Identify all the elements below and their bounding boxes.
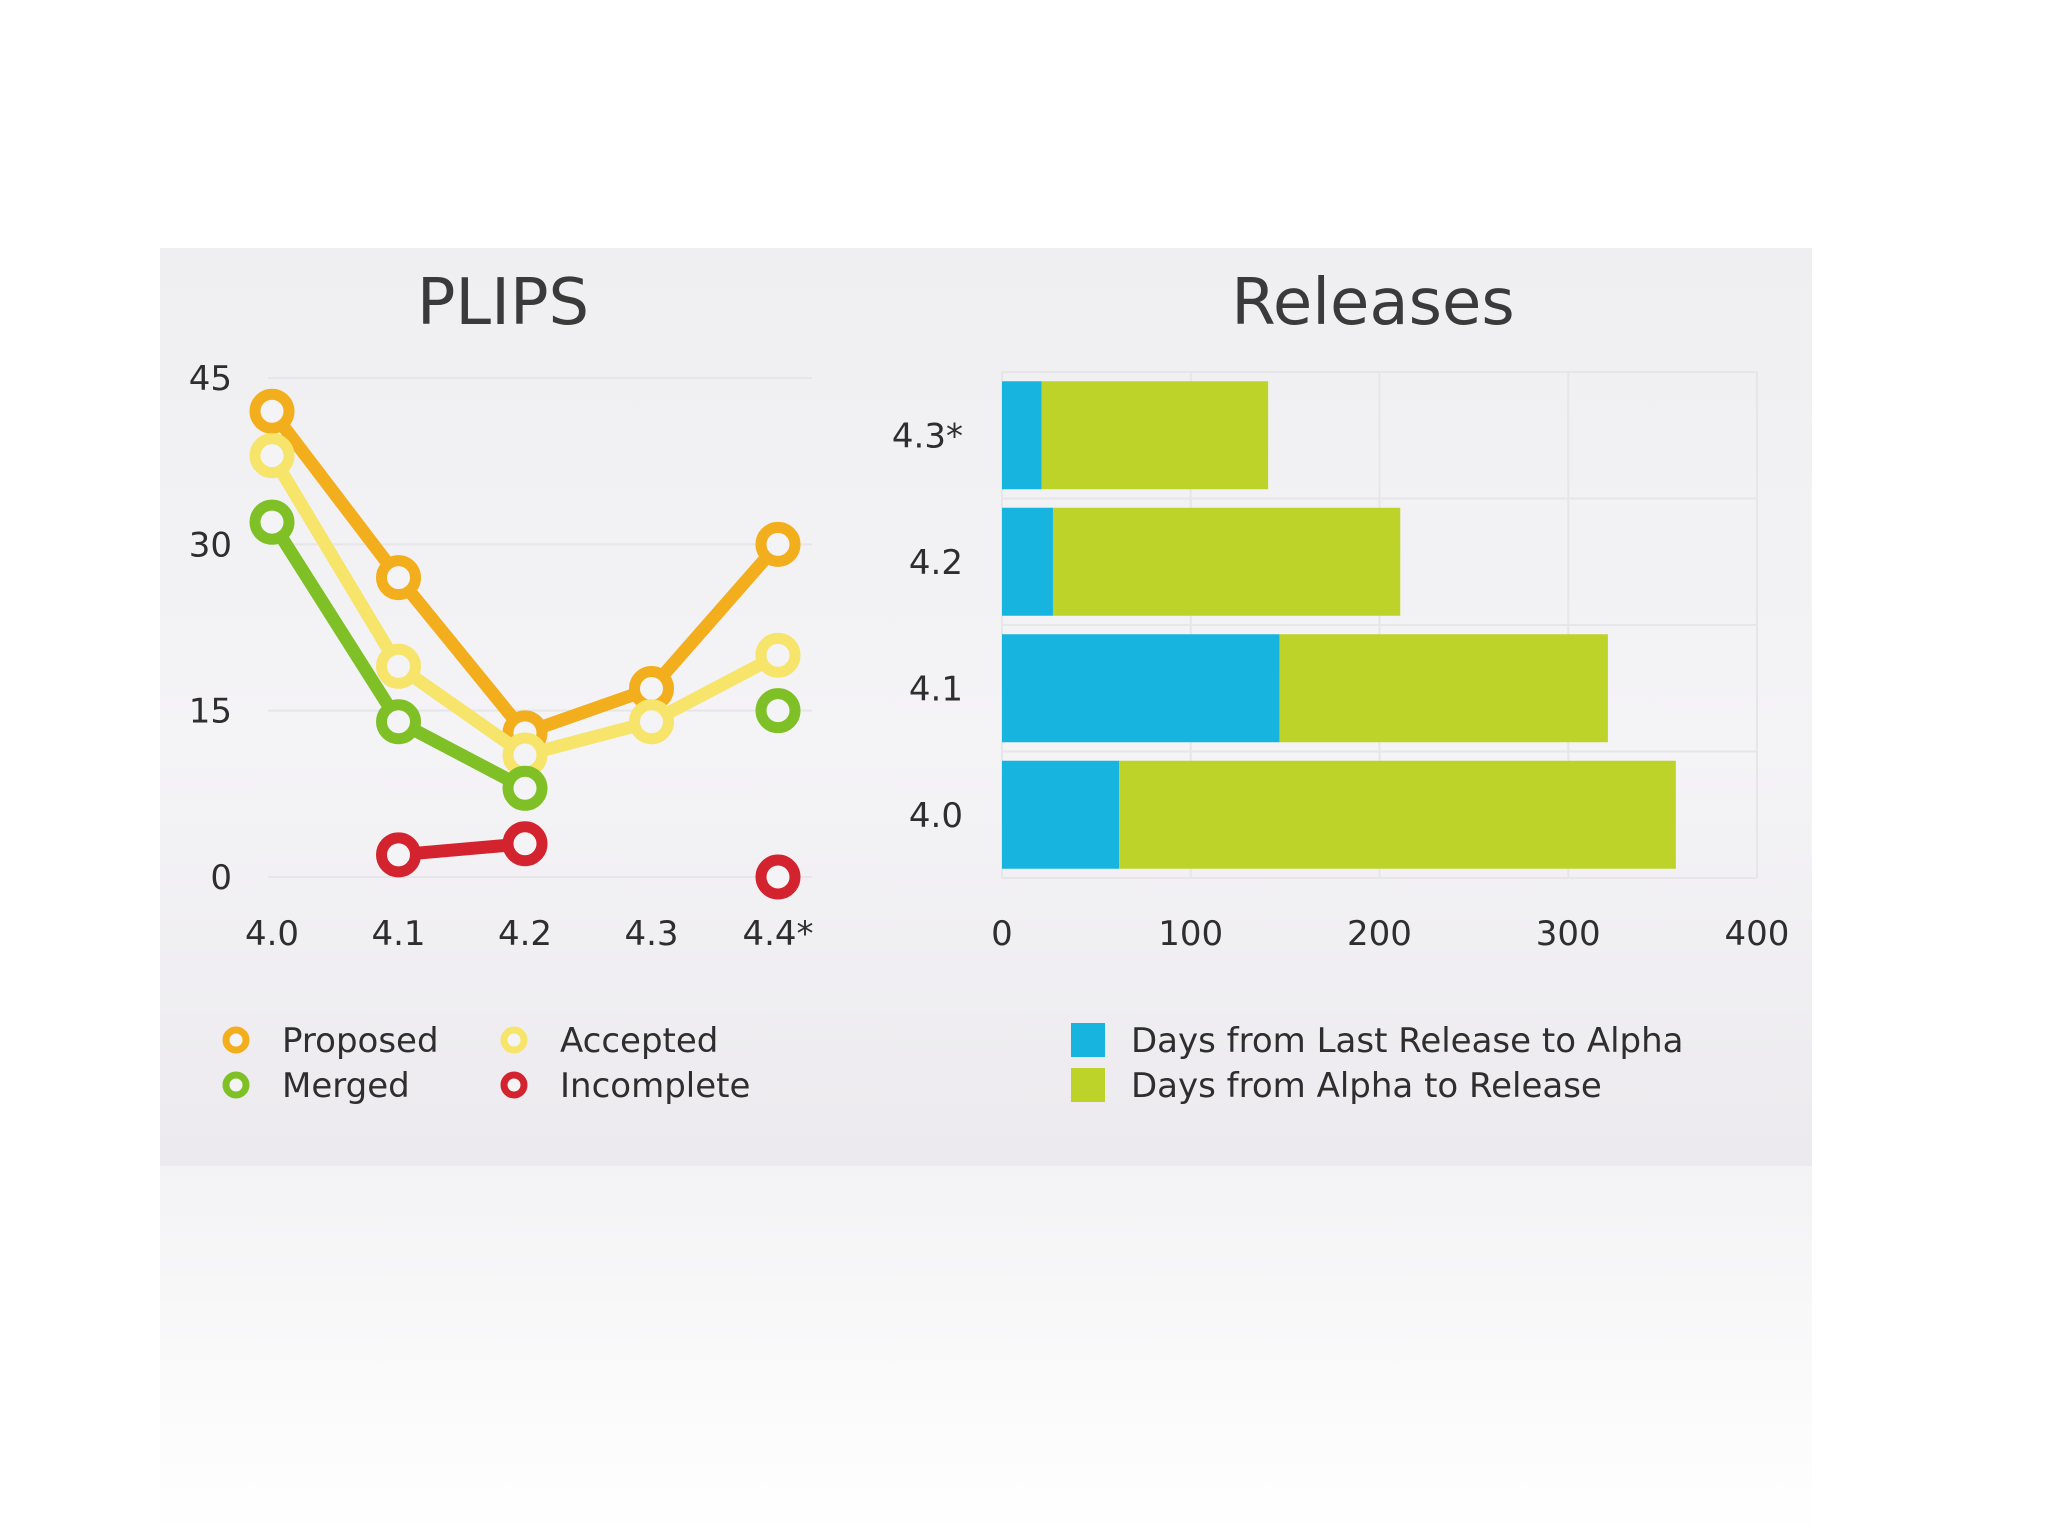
series-merged	[249, 499, 801, 811]
releases-legend: Days from Last Release to Alpha Days from…	[1071, 1021, 1683, 1106]
plips-y-tick-0: 0	[210, 858, 232, 898]
bar-4-2-days-from-last-release-to-alpha	[1002, 507, 1053, 616]
point-merged-4-4	[755, 688, 801, 734]
point-proposed-4-0	[249, 388, 295, 434]
legend-label-incomplete: Incomplete	[560, 1066, 750, 1106]
bar-4-0-days-from-alpha-to-release	[1119, 760, 1676, 869]
releases-title: Releases	[1231, 266, 1514, 340]
releases-x-tick-200: 200	[1347, 914, 1412, 954]
plips-x-tick-4-1: 4.1	[371, 914, 425, 954]
plips-gridlines	[268, 377, 812, 878]
legend-swatch-days-from-last-release-to-alpha	[1071, 1023, 1105, 1057]
plips-x-tick-4-2: 4.2	[498, 914, 552, 954]
bar-4-0-days-from-last-release-to-alpha	[1002, 760, 1120, 869]
point-proposed-4-1	[376, 555, 421, 601]
point-merged-4-0	[249, 499, 295, 545]
releases-y-tick-4-1: 4.1	[909, 669, 963, 709]
releases-bars	[1002, 381, 1676, 869]
series-accepted	[249, 433, 801, 778]
legend-label-merged: Merged	[282, 1066, 410, 1106]
point-merged-4-1	[376, 699, 421, 745]
releases-y-tick-4-3: 4.3*	[892, 416, 963, 456]
legend-label-accepted: Accepted	[560, 1021, 718, 1061]
point-incomplete-4-2	[502, 821, 548, 867]
plips-y-ticks: 0 15 30 45	[189, 359, 232, 898]
plips-x-tick-4-0: 4.0	[245, 914, 299, 954]
plips-x-tick-4-3: 4.3	[624, 914, 678, 954]
releases-y-tick-4-2: 4.2	[909, 543, 963, 583]
legend-marker-proposed	[222, 1026, 250, 1054]
point-incomplete-4-4	[755, 854, 801, 900]
plips-y-tick-45: 45	[189, 359, 232, 399]
releases-x-tick-0: 0	[991, 914, 1013, 954]
releases-x-tick-300: 300	[1536, 914, 1601, 954]
releases-x-tick-100: 100	[1158, 914, 1223, 954]
legend-label-proposed: Proposed	[282, 1021, 439, 1061]
point-accepted-4-1	[376, 643, 421, 689]
releases-y-ticks: 4.3* 4.2 4.1 4.0	[892, 416, 963, 836]
plips-x-tick-4-4: 4.4*	[742, 914, 813, 954]
slide-footer-area	[160, 1166, 1812, 1536]
releases-x-tick-400: 400	[1725, 914, 1790, 954]
releases-chart: Releases 4.3* 4.2 4.1 4.0 0 100 200 300 400 Day…	[892, 266, 1790, 1106]
legend-marker-merged	[222, 1071, 250, 1099]
point-merged-4-2	[502, 765, 548, 811]
legend-marker-incomplete	[500, 1071, 528, 1099]
plips-title: PLIPS	[417, 266, 589, 340]
point-accepted-4-0	[249, 433, 295, 479]
plips-series	[249, 388, 801, 900]
plips-chart: PLIPS 0 15 30 45 4.0 4.1 4.2 4.3 4.4* Proposed A…	[189, 266, 814, 1106]
point-accepted-4-4	[755, 632, 801, 678]
point-incomplete-4-1	[376, 832, 421, 878]
bar-4-2-days-from-alpha-to-release	[1052, 507, 1401, 616]
bar-4-3-days-from-alpha-to-release	[1041, 381, 1269, 490]
bar-4-1-days-from-last-release-to-alpha	[1002, 634, 1280, 743]
releases-y-tick-4-0: 4.0	[909, 796, 963, 836]
legend-label-days-from-alpha-to-release: Days from Alpha to Release	[1131, 1066, 1602, 1106]
plips-y-tick-15: 15	[189, 692, 232, 732]
plips-x-ticks: 4.0 4.1 4.2 4.3 4.4*	[245, 914, 814, 954]
bar-4-1-days-from-alpha-to-release	[1279, 634, 1608, 743]
plips-legend: Proposed Accepted Merged Incomplete	[222, 1021, 750, 1106]
legend-marker-accepted	[500, 1026, 528, 1054]
point-accepted-4-3	[629, 699, 674, 745]
legend-swatch-days-from-alpha-to-release	[1071, 1068, 1105, 1102]
bar-4-3-days-from-last-release-to-alpha	[1002, 381, 1042, 490]
plips-y-tick-30: 30	[189, 525, 232, 565]
point-proposed-4-4	[755, 521, 801, 567]
series-incomplete	[376, 821, 801, 900]
legend-label-days-from-last-release-to-alpha: Days from Last Release to Alpha	[1131, 1021, 1683, 1061]
releases-x-ticks: 0 100 200 300 400	[991, 914, 1789, 954]
